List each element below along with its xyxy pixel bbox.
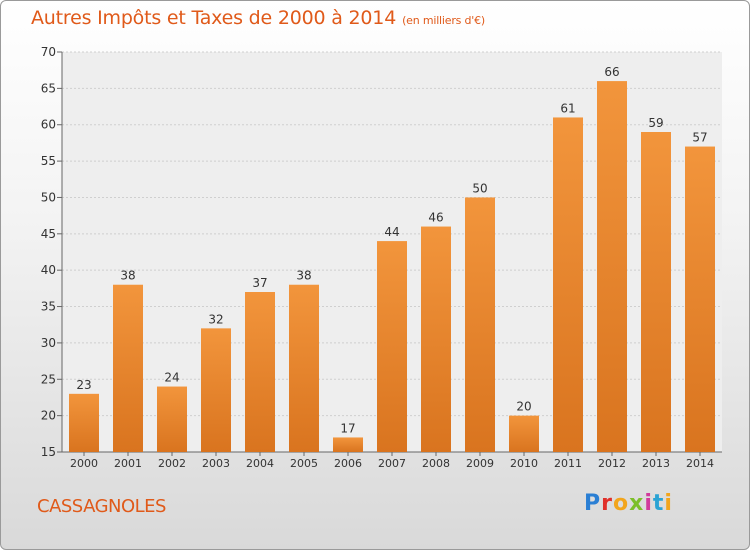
bar [289, 284, 319, 452]
bar-value-label: 38 [120, 269, 135, 283]
x-tick-label: 2003 [202, 457, 230, 470]
y-tick-label: 50 [41, 190, 56, 204]
logo-letter: o [612, 491, 630, 516]
bar [509, 415, 539, 452]
bar [377, 241, 407, 452]
bar-value-label: 17 [340, 421, 355, 435]
bar-value-label: 57 [692, 131, 707, 145]
x-tick-label: 2013 [642, 457, 670, 470]
chart-unit: (en milliers d'€) [402, 14, 485, 27]
x-tick-label: 2005 [290, 457, 318, 470]
bar [157, 386, 187, 452]
bar-value-label: 23 [76, 378, 91, 392]
bar-value-label: 20 [516, 400, 531, 414]
bar [201, 328, 231, 452]
y-tick-label: 60 [41, 118, 56, 132]
bar-value-label: 59 [648, 116, 663, 130]
logo-letter: t [652, 491, 665, 516]
bar-value-label: 32 [208, 312, 223, 326]
y-tick-label: 15 [41, 445, 56, 459]
x-tick-label: 2001 [114, 457, 142, 470]
bar [333, 437, 363, 452]
bar [465, 197, 495, 452]
logo-letter: P [584, 491, 602, 516]
x-tick-label: 2009 [466, 457, 494, 470]
bar [685, 146, 715, 452]
commune-name: CASSAGNOLES [37, 496, 166, 517]
x-tick-label: 2000 [70, 457, 98, 470]
chart-title-text: Autres Impôts et Taxes de 2000 à 2014 [31, 7, 397, 29]
y-tick-label: 40 [41, 263, 56, 277]
bar-value-label: 38 [296, 269, 311, 283]
x-tick-label: 2008 [422, 457, 450, 470]
bar-value-label: 50 [472, 181, 487, 195]
x-tick-label: 2006 [334, 457, 362, 470]
x-tick-label: 2011 [554, 457, 582, 470]
bar-value-label: 66 [604, 65, 619, 79]
bar-value-label: 44 [384, 225, 399, 239]
bar [245, 292, 275, 452]
x-tick-label: 2010 [510, 457, 538, 470]
y-tick-label: 25 [41, 372, 56, 386]
y-tick-label: 70 [41, 45, 56, 59]
bar-value-label: 37 [252, 276, 267, 290]
bar [597, 81, 627, 452]
y-tick-label: 45 [41, 227, 56, 241]
x-tick-label: 2012 [598, 457, 626, 470]
y-tick-label: 55 [41, 154, 56, 168]
bar [113, 284, 143, 452]
logo-letter: i [664, 491, 673, 516]
logo-letter: x [629, 491, 645, 516]
x-tick-label: 2004 [246, 457, 274, 470]
bar [69, 393, 99, 452]
y-tick-label: 65 [41, 81, 56, 95]
bar-value-label: 46 [428, 211, 443, 225]
bar [553, 117, 583, 453]
bar-value-label: 61 [560, 101, 575, 115]
logo-letter: r [601, 491, 613, 516]
logo-letter: i [644, 491, 653, 516]
y-tick-label: 30 [41, 336, 56, 350]
bar-value-label: 24 [164, 371, 179, 385]
chart-title: Autres Impôts et Taxes de 2000 à 2014 (en… [31, 7, 485, 29]
y-tick-label: 35 [41, 300, 56, 314]
bar [421, 226, 451, 452]
x-tick-label: 2007 [378, 457, 406, 470]
x-tick-label: 2014 [686, 457, 714, 470]
y-tick-label: 20 [41, 409, 56, 423]
proxiti-logo: Proxiti [584, 491, 673, 516]
x-tick-label: 2002 [158, 457, 186, 470]
bar [641, 132, 671, 452]
